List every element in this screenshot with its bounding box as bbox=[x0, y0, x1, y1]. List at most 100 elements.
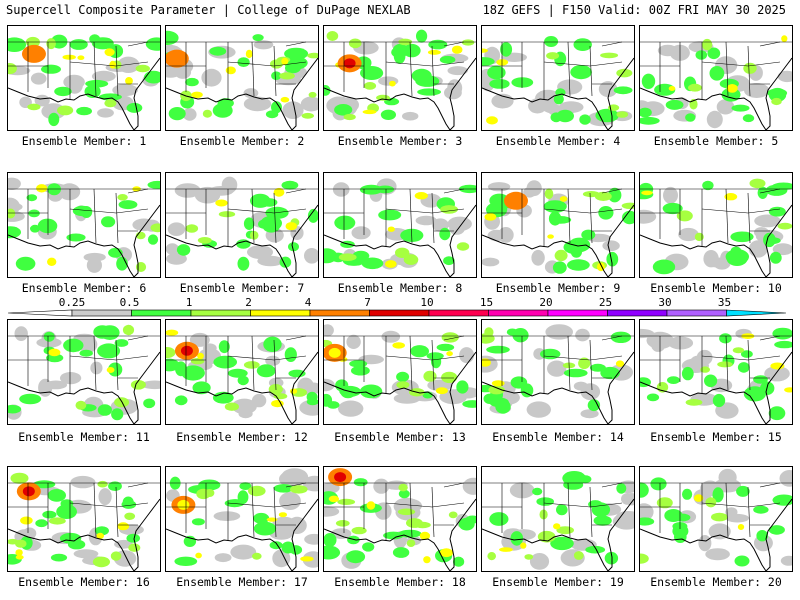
scp-contour-blob bbox=[141, 380, 160, 390]
scp-contour-blob bbox=[224, 402, 239, 411]
scp-contour-blob bbox=[731, 104, 750, 112]
state-boundary bbox=[589, 61, 623, 67]
scp-contour-blob bbox=[704, 374, 718, 388]
member-caption: Ensemble Member: 5 bbox=[653, 134, 779, 148]
scp-contour-blob bbox=[328, 495, 340, 503]
scp-contour-blob bbox=[48, 112, 60, 127]
scp-contour-blob bbox=[539, 509, 548, 520]
scp-map bbox=[8, 34, 160, 130]
scp-contour-blob bbox=[85, 79, 109, 88]
scp-contour-blob bbox=[253, 40, 274, 50]
scp-contour-blob bbox=[300, 96, 318, 112]
scp-contour-blob bbox=[709, 66, 725, 81]
scp-contour-blob bbox=[520, 542, 527, 549]
scp-contour-blob bbox=[774, 340, 792, 349]
scp-contour-blob bbox=[396, 381, 410, 389]
scp-contour-blob bbox=[779, 470, 792, 487]
colorbar-segment bbox=[131, 309, 192, 317]
scp-contour-blob bbox=[487, 229, 506, 242]
scp-contour-blob bbox=[616, 111, 629, 118]
scp-contour-blob bbox=[284, 347, 297, 362]
scp-contour-blob bbox=[772, 327, 792, 340]
scp-contour-blob bbox=[346, 334, 361, 349]
scp-contour-blob bbox=[544, 188, 554, 200]
scp-contour-blob bbox=[48, 348, 61, 357]
scp-map bbox=[640, 178, 792, 277]
coastline bbox=[482, 204, 634, 277]
scp-contour-blob bbox=[688, 83, 702, 92]
scp-contour-blob bbox=[547, 360, 567, 377]
scp-contour-blob bbox=[563, 368, 588, 378]
scp-contour-blob bbox=[622, 210, 634, 225]
scp-contour-blob bbox=[301, 112, 314, 119]
scp-contour-blob bbox=[100, 325, 120, 340]
state-boundary bbox=[127, 335, 149, 341]
scp-contour-blob bbox=[602, 240, 620, 251]
scp-contour-blob bbox=[784, 387, 792, 393]
state-boundary bbox=[747, 502, 781, 508]
scp-contour-blob bbox=[70, 475, 96, 489]
scp-contour-blob bbox=[225, 66, 236, 75]
scp-contour-blob bbox=[511, 77, 534, 88]
scp-contour-blob bbox=[540, 348, 561, 360]
scp-contour-blob bbox=[27, 103, 41, 111]
scp-contour-blob bbox=[112, 84, 138, 97]
scp-contour-blob bbox=[182, 108, 197, 121]
scp-contour-blob bbox=[415, 215, 437, 226]
scp-contour-blob bbox=[500, 42, 513, 57]
scp-contour-blob bbox=[8, 208, 16, 219]
scp-contour-blob bbox=[130, 380, 146, 390]
scp-contour-blob bbox=[681, 366, 694, 381]
scp-contour-blob bbox=[15, 555, 24, 560]
scp-contour-blob bbox=[403, 43, 421, 58]
scp-contour-blob bbox=[482, 358, 491, 367]
scp-contour-blob bbox=[656, 497, 673, 509]
scp-contour-blob bbox=[524, 554, 534, 560]
scp-contour-blob bbox=[48, 517, 66, 525]
state-boundary bbox=[115, 355, 149, 361]
member-caption: Ensemble Member: 10 bbox=[650, 281, 782, 295]
scp-contour-blob bbox=[94, 526, 109, 536]
scp-contour-blob bbox=[772, 494, 792, 506]
scp-contour-blob bbox=[192, 381, 211, 395]
scp-contour-blob bbox=[685, 113, 696, 122]
coastline bbox=[640, 204, 792, 277]
scp-contour-blob bbox=[726, 84, 738, 93]
state-boundary bbox=[93, 335, 97, 391]
scp-contour-blob bbox=[487, 552, 496, 561]
map-panel-member-12 bbox=[165, 319, 319, 425]
scp-contour-blob bbox=[754, 214, 781, 228]
scp-contour-blob bbox=[218, 340, 230, 354]
scp-hotspot-core bbox=[343, 58, 356, 69]
scp-contour-blob bbox=[209, 46, 227, 56]
scp-contour-blob bbox=[66, 233, 86, 242]
scp-contour-blob bbox=[531, 249, 545, 266]
scp-contour-blob bbox=[435, 387, 448, 395]
scp-contour-blob bbox=[559, 196, 568, 202]
member-caption: Ensemble Member: 4 bbox=[495, 134, 621, 148]
scp-contour-blob bbox=[441, 371, 458, 384]
scp-contour-blob bbox=[482, 48, 488, 53]
scp-hotspot-core bbox=[22, 486, 35, 497]
scp-contour-blob bbox=[20, 516, 33, 525]
scp-contour-blob bbox=[335, 520, 350, 527]
scp-contour-blob bbox=[443, 256, 455, 266]
scp-contour-blob bbox=[640, 116, 660, 125]
scp-contour-blob bbox=[748, 240, 768, 258]
state-boundary bbox=[589, 192, 593, 244]
scp-hotspot-core bbox=[177, 499, 190, 510]
scp-contour-blob bbox=[719, 333, 732, 344]
scp-contour-blob bbox=[640, 377, 651, 388]
scp-contour-blob bbox=[482, 57, 495, 66]
state-boundary bbox=[285, 482, 307, 488]
state-boundary bbox=[567, 482, 571, 538]
scp-contour-blob bbox=[60, 372, 82, 385]
scp-contour-blob bbox=[166, 329, 179, 336]
scp-contour-blob bbox=[256, 364, 276, 378]
colorbar-tick-label: 30 bbox=[658, 297, 671, 309]
coastline bbox=[482, 351, 634, 424]
scp-contour-blob bbox=[272, 549, 291, 568]
coastline bbox=[324, 204, 476, 277]
state-boundary bbox=[431, 45, 435, 97]
state-boundary bbox=[725, 482, 729, 538]
